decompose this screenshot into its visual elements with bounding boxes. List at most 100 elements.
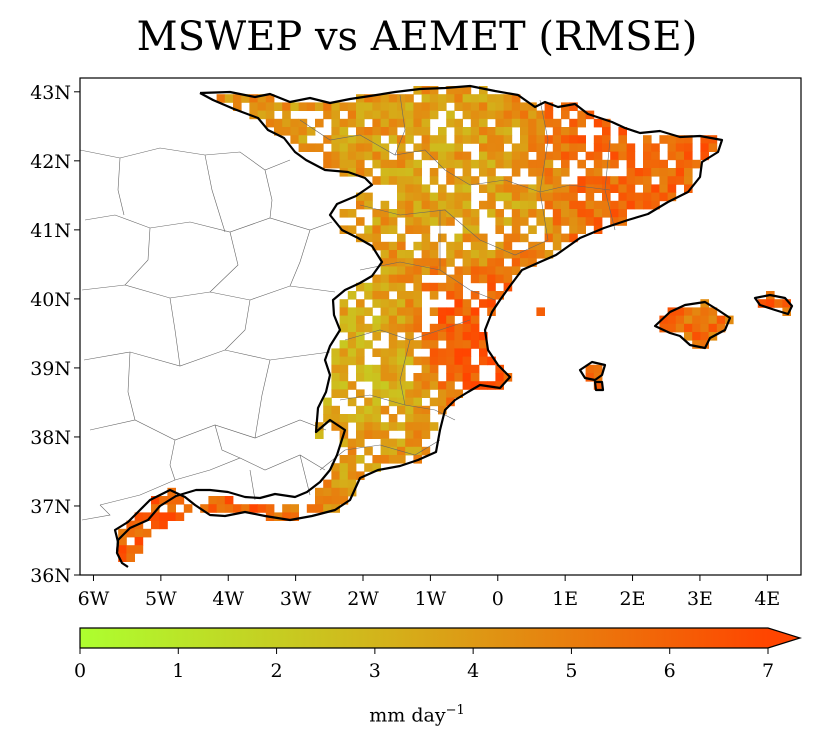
rmse-cell bbox=[667, 135, 677, 144]
rmse-cell bbox=[438, 127, 447, 136]
rmse-cell bbox=[536, 307, 545, 316]
rmse-cell bbox=[528, 143, 537, 152]
rmse-cell bbox=[446, 323, 455, 333]
rmse-cell bbox=[470, 266, 480, 275]
rmse-cell bbox=[380, 364, 390, 374]
rmse-cell bbox=[602, 184, 611, 193]
rmse-cell bbox=[659, 323, 668, 333]
rmse-cell bbox=[282, 504, 291, 513]
rmse-cell bbox=[446, 315, 455, 325]
rmse-cell bbox=[462, 135, 472, 144]
rmse-cell bbox=[610, 209, 619, 218]
rmse-cell bbox=[429, 291, 439, 300]
rmse-cell bbox=[323, 487, 332, 497]
rmse-cell bbox=[479, 102, 488, 111]
rmse-cell bbox=[487, 127, 496, 136]
rmse-cell bbox=[421, 340, 431, 349]
rmse-cell bbox=[339, 143, 349, 152]
rmse-cell bbox=[569, 118, 578, 128]
rmse-cell bbox=[356, 405, 365, 415]
rmse-cell bbox=[462, 315, 472, 325]
rmse-cell bbox=[487, 151, 496, 161]
rmse-cell bbox=[282, 127, 291, 136]
rmse-cell bbox=[438, 405, 447, 415]
rmse-cell bbox=[618, 184, 627, 193]
rmse-cell bbox=[224, 504, 234, 513]
rmse-cell bbox=[339, 463, 349, 472]
rmse-cell bbox=[339, 127, 349, 136]
rmse-cell bbox=[495, 225, 504, 234]
rmse-cell bbox=[364, 414, 373, 423]
rmse-cell bbox=[684, 315, 693, 325]
rmse-cell bbox=[438, 209, 447, 218]
rmse-cell bbox=[118, 537, 127, 546]
rmse-cell bbox=[315, 102, 324, 111]
rmse-cell bbox=[421, 405, 431, 415]
rmse-cell bbox=[569, 151, 578, 161]
rmse-cell bbox=[495, 94, 504, 103]
rmse-cell bbox=[397, 200, 406, 210]
rmse-cell bbox=[364, 430, 373, 439]
rmse-cell bbox=[413, 397, 422, 407]
rmse-cell bbox=[446, 340, 455, 349]
rmse-cell bbox=[503, 159, 513, 169]
rmse-cell bbox=[421, 332, 431, 341]
rmse-cell bbox=[421, 241, 431, 251]
rmse-cell bbox=[380, 323, 390, 333]
rmse-cell bbox=[315, 422, 324, 431]
rmse-cell bbox=[692, 315, 701, 325]
rmse-cell bbox=[405, 168, 414, 177]
rmse-cell bbox=[429, 323, 439, 333]
rmse-cell bbox=[380, 127, 390, 136]
rmse-cell bbox=[306, 504, 316, 513]
rmse-cell bbox=[544, 184, 554, 193]
rmse-cell bbox=[626, 151, 636, 161]
rmse-cell bbox=[602, 200, 611, 210]
rmse-cell bbox=[479, 168, 488, 177]
rmse-cell bbox=[561, 200, 570, 210]
rmse-cell bbox=[446, 192, 455, 202]
rmse-cell bbox=[372, 135, 381, 144]
rmse-cell bbox=[667, 323, 677, 333]
rmse-cell bbox=[708, 323, 718, 333]
rmse-cell bbox=[454, 348, 463, 357]
rmse-cell bbox=[528, 159, 537, 169]
rmse-cell bbox=[421, 110, 431, 120]
rmse-cell bbox=[372, 373, 381, 382]
rmse-cell bbox=[421, 446, 431, 456]
rmse-cell bbox=[429, 102, 439, 111]
rmse-cell bbox=[462, 332, 472, 341]
rmse-cell bbox=[757, 299, 767, 308]
rmse-cell bbox=[323, 159, 332, 169]
rmse-cell bbox=[224, 496, 234, 505]
rmse-cell bbox=[511, 102, 521, 111]
rmse-cell bbox=[561, 217, 570, 226]
rmse-cell bbox=[536, 135, 545, 144]
rmse-cell bbox=[438, 184, 447, 193]
rmse-cell bbox=[413, 381, 422, 390]
rmse-cell bbox=[323, 414, 332, 423]
rmse-cell bbox=[339, 496, 349, 505]
rmse-cell bbox=[454, 266, 463, 275]
rmse-cell bbox=[618, 209, 627, 218]
rmse-cell bbox=[126, 520, 135, 530]
rmse-cell bbox=[339, 414, 349, 423]
rmse-cell bbox=[388, 217, 398, 226]
rmse-cell bbox=[397, 94, 406, 103]
rmse-cell bbox=[626, 176, 636, 185]
rmse-cell bbox=[397, 192, 406, 202]
rmse-cell bbox=[438, 381, 447, 390]
rmse-cell bbox=[323, 151, 332, 161]
rmse-cell bbox=[380, 159, 390, 169]
rmse-cell bbox=[487, 282, 496, 292]
rmse-cell bbox=[438, 94, 447, 103]
rmse-cell bbox=[388, 159, 398, 169]
rmse-cell bbox=[429, 373, 439, 382]
rmse-cell bbox=[470, 274, 480, 284]
rmse-cell bbox=[454, 250, 463, 259]
rmse-cell bbox=[503, 200, 513, 210]
rmse-cell bbox=[577, 176, 586, 185]
x-tick-label: 4W bbox=[212, 588, 244, 610]
rmse-cell bbox=[438, 389, 447, 398]
rmse-cell bbox=[224, 94, 234, 103]
